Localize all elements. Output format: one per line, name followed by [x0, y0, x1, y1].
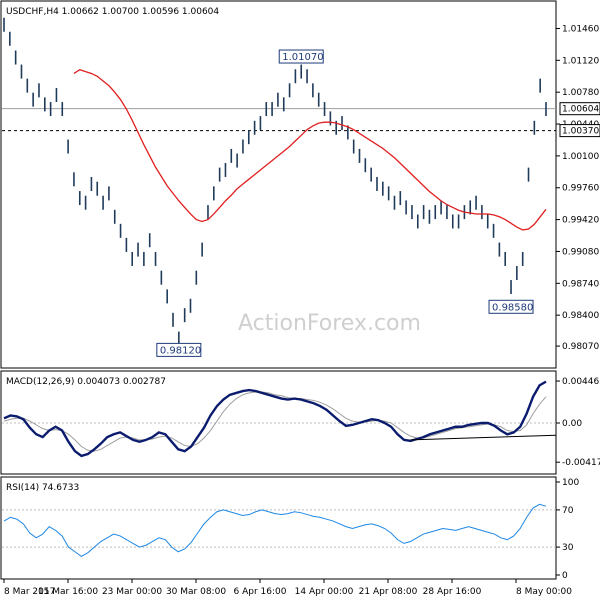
price-tick-label: 0.98740: [562, 279, 599, 289]
annotation-box: [488, 299, 534, 314]
macd-tick-label: -0.00417: [562, 458, 600, 468]
x-tick-label: 23 Mar 00:00: [102, 587, 162, 597]
macd-tick-label: 0.00: [562, 419, 582, 429]
x-tick-label: 6 Apr 16:00: [234, 587, 287, 597]
x-tick-label: 30 Mar 08:00: [166, 587, 226, 597]
price-tick-label: 1.01120: [562, 56, 599, 66]
x-tick-label: 21 Apr 08:00: [359, 587, 418, 597]
macd-panel-title: MACD(12,26,9) 0.004073 0.002787: [6, 377, 166, 387]
x-tick-label: 15 Mar 16:00: [38, 587, 98, 597]
price-tick-label: 0.98400: [562, 311, 599, 321]
level-label-box: [559, 124, 600, 138]
macd-y-axis: 0.004465 0.00 -0.00417: [556, 377, 600, 468]
level-label: 1.00370: [562, 127, 599, 137]
annotation-label: 0.98120: [160, 345, 201, 356]
annotation-label: 1.01070: [282, 52, 323, 63]
price-tick-label: 1.00100: [562, 152, 599, 162]
price-tick-label: 0.99760: [562, 184, 599, 194]
x-tick-label: 28 Apr 16:00: [423, 587, 482, 597]
macd-line: [3, 380, 547, 458]
moving-average-line: [73, 68, 547, 231]
annotation-box: [278, 49, 324, 64]
macd-signal-line: [3, 391, 547, 452]
x-tick-label: 8 May 00:00: [516, 587, 572, 597]
x-tick-label: 8 Mar 2017: [4, 587, 55, 597]
rsi-tick-label: 30: [562, 543, 574, 553]
annotation-label: 0.98580: [492, 302, 533, 313]
price-tick-label: 0.99420: [562, 216, 599, 226]
rsi-tick-label: 0: [562, 571, 568, 581]
macd-trendline: [410, 434, 557, 441]
rsi-line: [3, 503, 547, 557]
macd-tick-label: 0.004465: [562, 377, 600, 387]
price-tick-label: 1.00780: [562, 88, 599, 98]
watermark: ActionForex.com: [238, 311, 421, 336]
macd-panel-series: [2, 380, 557, 458]
rsi-y-axis: 100 70 30 0: [556, 478, 579, 581]
rsi-tick-label: 100: [562, 478, 579, 488]
price-tick-label: 0.99080: [562, 247, 599, 257]
price-panel-series: [3, 17, 547, 346]
rsi-panel-title: RSI(14) 74.6733: [6, 483, 79, 493]
x-tick-label: 14 Apr 00:00: [295, 587, 354, 597]
price-panel-gridlines: [2, 108, 556, 132]
price-tick-label: 1.01460: [562, 24, 599, 34]
price-y-axis: 1.014601.011201.007801.004401.001000.997…: [556, 24, 600, 352]
rsi-tick-label: 70: [562, 506, 574, 516]
price-tick-label: 0.98070: [562, 342, 599, 352]
current-price-label: 1.00604: [562, 105, 599, 115]
current-price-box: [559, 102, 600, 116]
annotation-box: [156, 342, 202, 357]
rsi-panel-series: [2, 503, 556, 557]
price-panel-title: USDCHF,H4 1.00662 1.00700 1.00596 1.0060…: [6, 7, 219, 17]
price-panel-labels: 1.01070 0.98120 0.98580: [156, 49, 534, 357]
price-panel-frame: [0, 0, 557, 369]
